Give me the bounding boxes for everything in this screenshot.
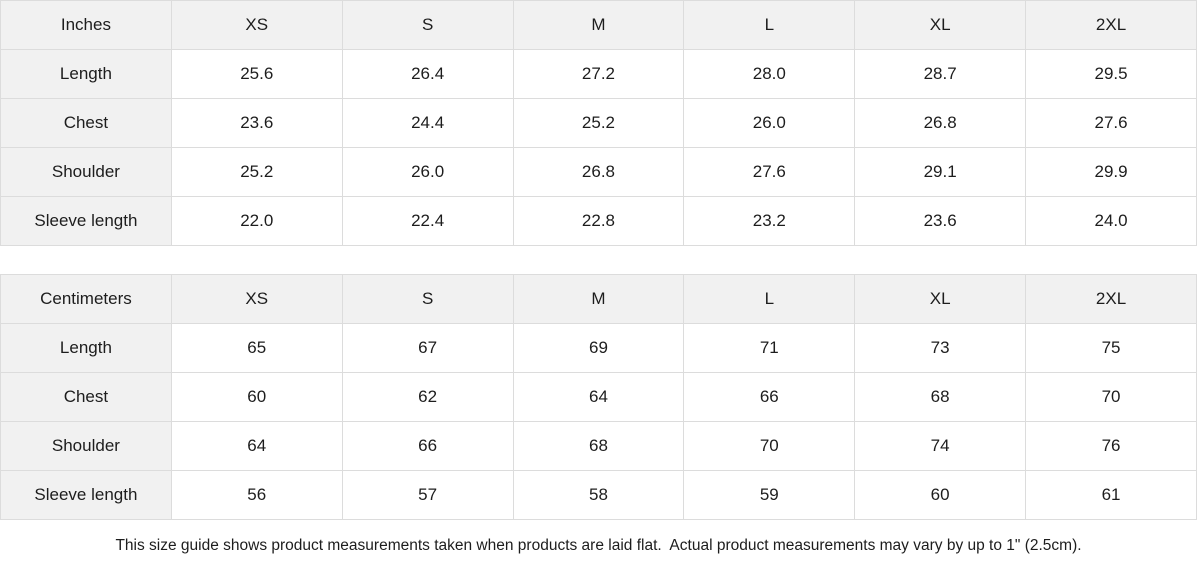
row-label: Chest [0,372,172,422]
table-row-length: Length 25.6 26.4 27.2 28.0 28.7 29.5 [0,49,1197,99]
table-row-length: Length 65 67 69 71 73 75 [0,323,1197,373]
data-cell: 60 [170,372,343,422]
size-header-xs: XS [170,274,343,324]
data-cell: 23.6 [854,196,1027,246]
row-label: Shoulder [0,147,172,197]
size-header-l: L [683,0,856,50]
data-cell: 23.6 [170,98,343,148]
data-cell: 27.2 [512,49,685,99]
data-cell: 64 [170,421,343,471]
data-cell: 76 [1025,421,1197,471]
data-cell: 26.4 [341,49,514,99]
row-label: Shoulder [0,421,172,471]
data-cell: 65 [170,323,343,373]
table-row-chest: Chest 60 62 64 66 68 70 [0,372,1197,422]
inches-header-row: Inches XS S M L XL 2XL [0,0,1197,50]
size-guide-note: This size guide shows product measuremen… [0,520,1197,572]
centimeters-table: Centimeters XS S M L XL 2XL Length 65 67… [0,274,1197,520]
data-cell: 74 [854,421,1027,471]
data-cell: 29.1 [854,147,1027,197]
data-cell: 62 [341,372,514,422]
data-cell: 73 [854,323,1027,373]
data-cell: 66 [683,372,856,422]
centimeters-header-row: Centimeters XS S M L XL 2XL [0,274,1197,324]
data-cell: 57 [341,470,514,520]
data-cell: 27.6 [683,147,856,197]
size-header-2xl: 2XL [1025,0,1197,50]
table-row-chest: Chest 23.6 24.4 25.2 26.0 26.8 27.6 [0,98,1197,148]
size-header-m: M [512,274,685,324]
data-cell: 60 [854,470,1027,520]
data-cell: 24.4 [341,98,514,148]
data-cell: 68 [854,372,1027,422]
table-row-sleeve-length: Sleeve length 22.0 22.4 22.8 23.2 23.6 2… [0,196,1197,246]
inches-unit-header: Inches [0,0,172,50]
data-cell: 64 [512,372,685,422]
data-cell: 25.6 [170,49,343,99]
data-cell: 71 [683,323,856,373]
size-header-xs: XS [170,0,343,50]
data-cell: 24.0 [1025,196,1197,246]
data-cell: 26.0 [683,98,856,148]
data-cell: 68 [512,421,685,471]
data-cell: 56 [170,470,343,520]
data-cell: 58 [512,470,685,520]
data-cell: 70 [683,421,856,471]
data-cell: 26.8 [854,98,1027,148]
data-cell: 25.2 [170,147,343,197]
data-cell: 67 [341,323,514,373]
data-cell: 23.2 [683,196,856,246]
table-row-shoulder: Shoulder 64 66 68 70 74 76 [0,421,1197,471]
data-cell: 69 [512,323,685,373]
centimeters-unit-header: Centimeters [0,274,172,324]
data-cell: 22.4 [341,196,514,246]
inches-table: Inches XS S M L XL 2XL Length 25.6 26.4 … [0,0,1197,246]
section-spacer [0,246,1197,274]
size-header-xl: XL [854,274,1027,324]
data-cell: 70 [1025,372,1197,422]
data-cell: 61 [1025,470,1197,520]
data-cell: 29.5 [1025,49,1197,99]
size-header-2xl: 2XL [1025,274,1197,324]
data-cell: 22.0 [170,196,343,246]
data-cell: 59 [683,470,856,520]
table-row-sleeve-length: Sleeve length 56 57 58 59 60 61 [0,470,1197,520]
data-cell: 26.0 [341,147,514,197]
data-cell: 66 [341,421,514,471]
size-header-s: S [341,0,514,50]
size-header-l: L [683,274,856,324]
data-cell: 75 [1025,323,1197,373]
size-header-xl: XL [854,0,1027,50]
row-label: Length [0,49,172,99]
row-label: Sleeve length [0,470,172,520]
row-label: Length [0,323,172,373]
data-cell: 25.2 [512,98,685,148]
size-header-m: M [512,0,685,50]
data-cell: 28.0 [683,49,856,99]
data-cell: 26.8 [512,147,685,197]
size-header-s: S [341,274,514,324]
row-label: Sleeve length [0,196,172,246]
data-cell: 28.7 [854,49,1027,99]
table-row-shoulder: Shoulder 25.2 26.0 26.8 27.6 29.1 29.9 [0,147,1197,197]
data-cell: 27.6 [1025,98,1197,148]
data-cell: 29.9 [1025,147,1197,197]
data-cell: 22.8 [512,196,685,246]
row-label: Chest [0,98,172,148]
